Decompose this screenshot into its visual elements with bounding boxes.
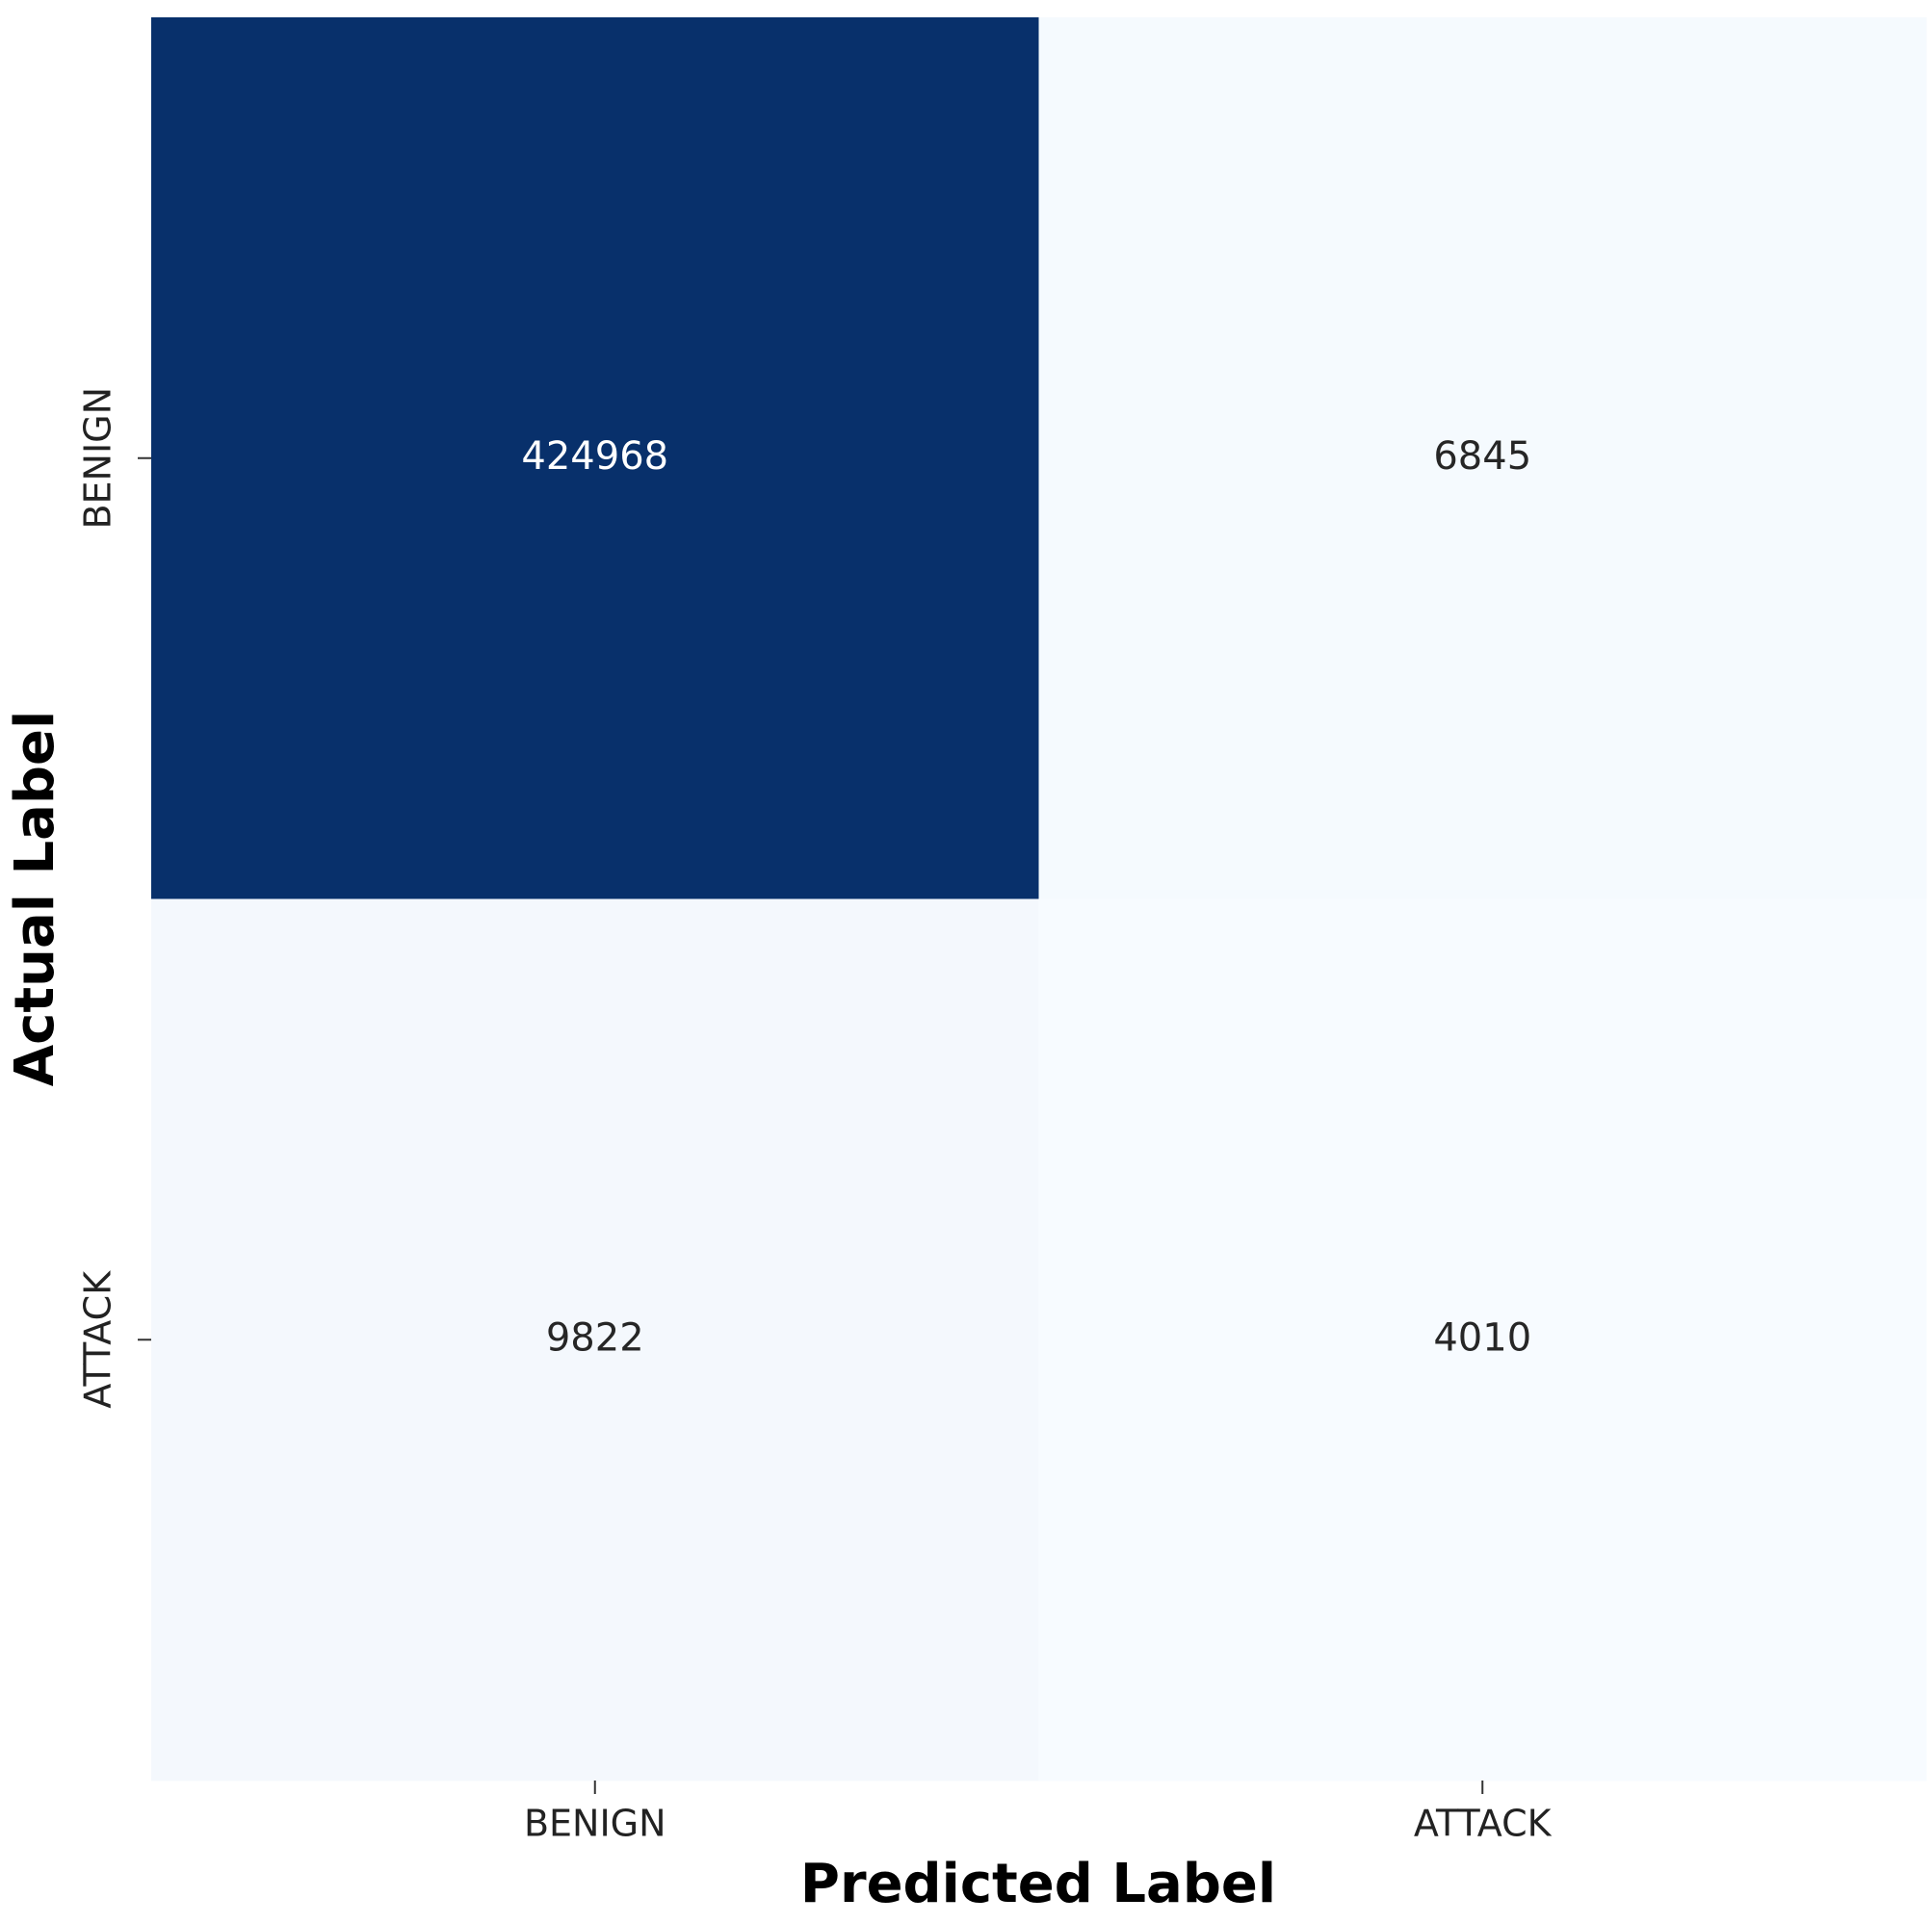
heatmap-cell [1038, 17, 1927, 899]
cell-label: 424968 [521, 434, 668, 479]
cell-label: 9822 [546, 1315, 644, 1360]
y-tick-label: BENIGN [77, 387, 119, 530]
heatmap-cell [151, 17, 1039, 899]
heatmap-cell [1038, 898, 1927, 1781]
cell-label: 4010 [1433, 1315, 1531, 1360]
x-axis-label: Predicted Label [800, 1853, 1276, 1915]
cell-label: 6845 [1433, 434, 1531, 479]
x-tick-label: ATTACK [1414, 1803, 1553, 1845]
heatmap-cell [151, 898, 1039, 1781]
y-tick-label: ATTACK [77, 1270, 119, 1409]
x-tick-label: BENIGN [524, 1803, 666, 1845]
y-axis-label: Actual Label [4, 711, 66, 1086]
